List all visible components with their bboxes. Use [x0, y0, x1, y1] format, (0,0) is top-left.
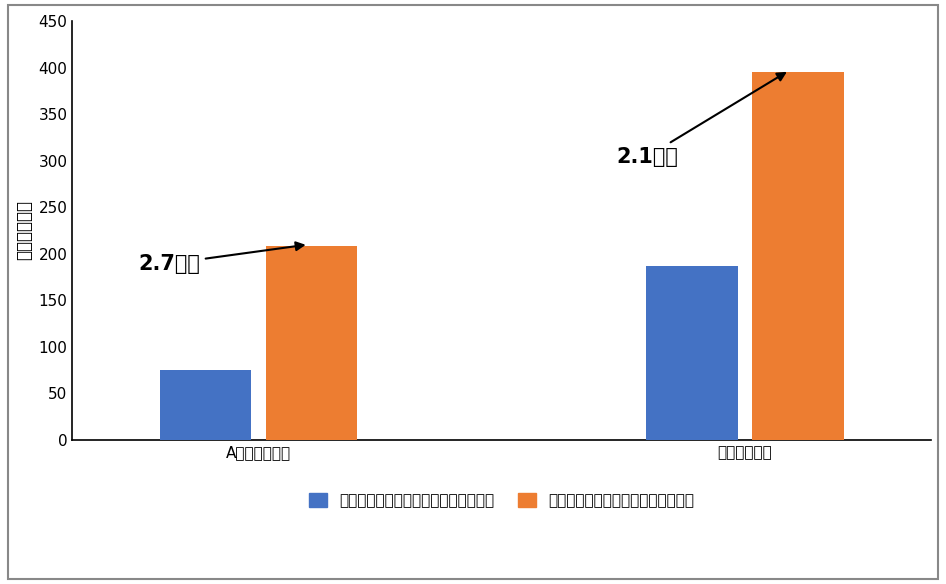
Text: 2.7倍！: 2.7倍！	[138, 242, 304, 273]
Y-axis label: 回答数（問）: 回答数（問）	[15, 200, 33, 260]
Text: 2.1倍！: 2.1倍！	[616, 73, 785, 166]
Bar	[646, 266, 738, 440]
Bar	[266, 246, 358, 440]
Legend: 導入前（７月実施のペーパーテスト）, 導入後（アプリ内での最大回答数）: 導入前（７月実施のペーパーテスト）, 導入後（アプリ内での最大回答数）	[302, 486, 702, 516]
Bar	[160, 370, 252, 440]
Bar	[752, 72, 844, 440]
